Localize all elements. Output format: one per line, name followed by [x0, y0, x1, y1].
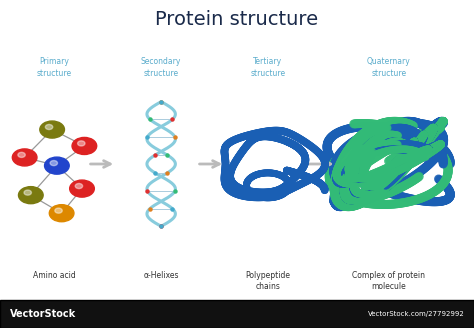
Text: Polypeptide
chains: Polypeptide chains: [246, 271, 290, 291]
Text: α-Helixes: α-Helixes: [144, 271, 179, 279]
Text: Quaternary
structure: Quaternary structure: [367, 57, 410, 77]
Circle shape: [70, 180, 94, 197]
Circle shape: [45, 157, 69, 174]
Text: Amino acid: Amino acid: [33, 271, 76, 279]
Circle shape: [50, 160, 57, 166]
Text: Complex of protein
molecule: Complex of protein molecule: [352, 271, 425, 291]
Circle shape: [55, 208, 62, 213]
Circle shape: [75, 183, 82, 189]
Text: Tertiary
structure: Tertiary structure: [250, 57, 285, 77]
FancyBboxPatch shape: [0, 300, 474, 328]
Circle shape: [18, 187, 43, 204]
Text: Primary
structure: Primary structure: [37, 57, 72, 77]
Circle shape: [49, 205, 74, 222]
Circle shape: [40, 121, 64, 138]
Text: VectorStock.com/27792992: VectorStock.com/27792992: [368, 311, 465, 317]
Circle shape: [46, 124, 53, 130]
Circle shape: [18, 152, 25, 157]
Circle shape: [72, 137, 97, 154]
Circle shape: [24, 190, 31, 195]
Circle shape: [12, 149, 37, 166]
Text: Protein structure: Protein structure: [155, 10, 319, 29]
Circle shape: [78, 141, 85, 146]
Text: Secondary
structure: Secondary structure: [141, 57, 182, 77]
Text: VectorStock: VectorStock: [9, 309, 76, 319]
